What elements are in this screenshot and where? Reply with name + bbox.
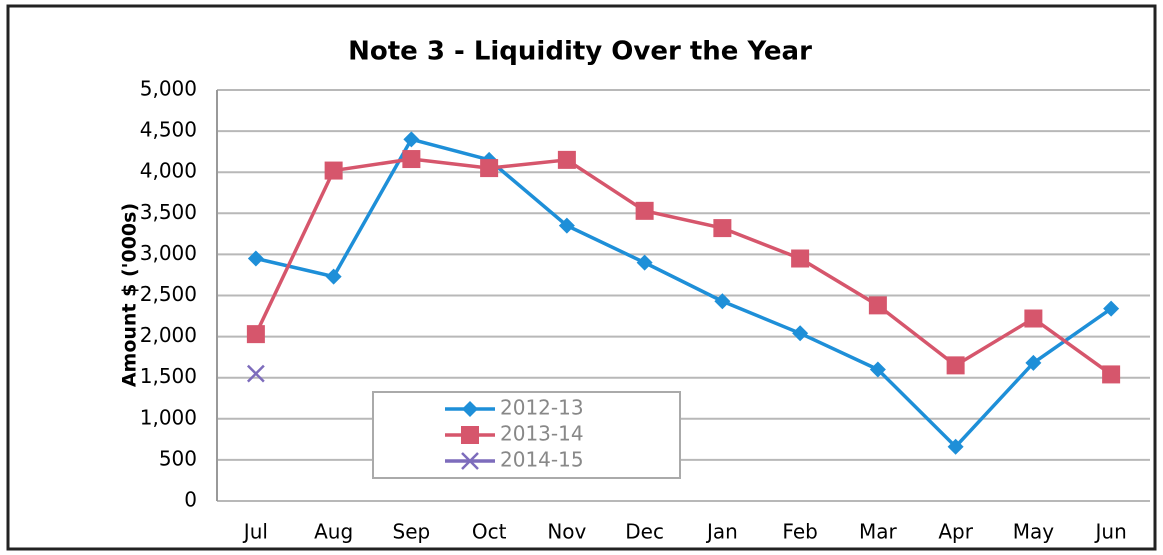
marker xyxy=(403,131,420,148)
x-tick-label: Feb xyxy=(782,520,817,544)
x-tick-label: Dec xyxy=(625,520,664,544)
y-axis-label: Amount $ ('000s) xyxy=(119,203,141,387)
marker xyxy=(558,217,575,234)
marker xyxy=(1024,309,1043,328)
y-tick-label: 3,000 xyxy=(140,241,197,265)
marker xyxy=(947,438,964,455)
marker xyxy=(868,296,887,315)
y-tick-label: 5,000 xyxy=(140,77,197,101)
marker xyxy=(324,161,343,180)
x-tick-label: Jun xyxy=(1094,520,1127,544)
marker xyxy=(636,254,653,271)
marker xyxy=(461,426,479,444)
y-tick-label: 0 xyxy=(184,488,197,512)
x-tick-label: Aug xyxy=(314,520,353,544)
chart-title: Note 3 - Liquidity Over the Year xyxy=(348,37,812,67)
marker xyxy=(325,268,342,285)
series-line xyxy=(254,157,1113,376)
y-tick-label: 2,500 xyxy=(140,282,197,306)
marker xyxy=(461,452,479,470)
y-tick-label: 4,000 xyxy=(140,159,197,183)
y-tick-label: 500 xyxy=(159,446,197,470)
x-tick-label: May xyxy=(1013,520,1055,544)
y-tick-label: 4,500 xyxy=(140,118,197,142)
x-tick-label: Sep xyxy=(393,520,431,544)
marker xyxy=(480,159,499,178)
legend-label: 2013-14 xyxy=(500,422,584,446)
marker xyxy=(1025,354,1042,371)
marker xyxy=(792,325,809,342)
y-tick-label: 3,500 xyxy=(140,200,197,224)
marker xyxy=(462,401,478,417)
legend-box xyxy=(372,391,681,479)
marker xyxy=(946,356,965,375)
marker xyxy=(635,201,654,220)
legend-label: 2012-13 xyxy=(500,396,584,420)
x-tick-label: Oct xyxy=(472,520,507,544)
marker xyxy=(402,150,421,169)
marker xyxy=(246,325,265,344)
marker xyxy=(791,249,810,268)
x-tick-label: Jan xyxy=(705,520,738,544)
marker xyxy=(1102,365,1121,384)
marker xyxy=(246,364,265,383)
y-tick-label: 2,000 xyxy=(140,323,197,347)
x-tick-label: Jul xyxy=(242,520,268,544)
y-tick-label: 1,500 xyxy=(140,364,197,388)
x-tick-label: Apr xyxy=(938,520,973,544)
marker xyxy=(557,150,576,169)
legend-label: 2014-15 xyxy=(500,448,584,472)
y-tick-label: 1,000 xyxy=(140,405,197,429)
marker xyxy=(247,250,264,267)
marker xyxy=(714,293,731,310)
marker xyxy=(713,219,732,238)
x-tick-label: Nov xyxy=(547,520,586,544)
x-tick-label: Mar xyxy=(859,520,898,544)
marker xyxy=(1103,300,1120,317)
marker xyxy=(869,361,886,378)
